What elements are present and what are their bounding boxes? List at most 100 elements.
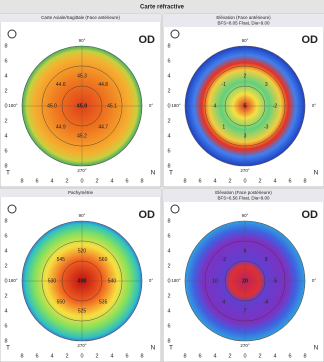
x-scale-label: 8 xyxy=(303,353,306,359)
y-scale-label: 2 xyxy=(167,118,170,124)
y-scale-label: 8 xyxy=(4,43,7,49)
x-scale-label: 4 xyxy=(50,353,53,359)
panel-subtitle: BFS=8.05 Float, Dia=9.00 xyxy=(217,21,270,26)
panel-title: Elévation (Face antérieure) xyxy=(216,15,271,20)
angle-label: 0° xyxy=(149,103,154,108)
y-scale-label: 0 xyxy=(167,103,170,109)
map-value: 44.6 xyxy=(56,82,66,88)
angle-label: 90° xyxy=(79,38,86,43)
angle-label: 180° xyxy=(8,103,18,108)
x-scale-label: 4 xyxy=(50,178,53,184)
x-scale-label: 6 xyxy=(288,353,291,359)
x-scale-label: 8 xyxy=(303,178,306,184)
side-label: N xyxy=(314,345,319,352)
y-scale-label: 6 xyxy=(167,233,170,239)
x-scale-label: 6 xyxy=(125,353,128,359)
x-scale-label: 4 xyxy=(213,178,216,184)
center-value: 5 xyxy=(243,103,246,109)
side-label: T xyxy=(169,345,173,352)
panel-title: Carte Axiale/Sagittale (Face antérieure) xyxy=(41,15,120,20)
angle-label: 0° xyxy=(312,103,317,108)
map-value: -2 xyxy=(222,257,227,263)
eye-label: OD xyxy=(302,209,319,221)
map-value: 45.2 xyxy=(77,133,87,139)
x-scale-label: 8 xyxy=(20,178,23,184)
y-scale-label: 4 xyxy=(167,308,170,314)
panel-subtitle: BFS=6.56 Float, Dia=9.00 xyxy=(217,196,270,201)
x-scale-label: 8 xyxy=(140,353,143,359)
y-scale-label: 4 xyxy=(4,73,7,79)
map-value: 45.1 xyxy=(107,103,117,109)
side-label: T xyxy=(6,345,10,352)
y-scale-label: 4 xyxy=(4,248,7,254)
y-scale-label: 6 xyxy=(4,58,7,64)
y-scale-label: 4 xyxy=(4,308,7,314)
x-scale-label: 0 xyxy=(243,353,246,359)
y-scale-label: 8 xyxy=(4,218,7,224)
side-label: N xyxy=(151,170,156,177)
y-scale-label: 6 xyxy=(4,323,7,329)
center-value: 20 xyxy=(242,278,248,284)
x-scale-label: 2 xyxy=(228,353,231,359)
side-label: N xyxy=(151,345,156,352)
x-scale-label: 8 xyxy=(20,353,23,359)
x-scale-label: 6 xyxy=(198,178,201,184)
angle-label: 270° xyxy=(240,168,250,173)
x-scale-label: 4 xyxy=(213,353,216,359)
map-value: 8 xyxy=(265,257,268,263)
map-value: -6 xyxy=(264,300,269,306)
map-value: 44.8 xyxy=(98,82,108,88)
y-scale-label: 8 xyxy=(4,163,7,169)
x-scale-label: 2 xyxy=(258,178,261,184)
x-scale-label: 8 xyxy=(140,178,143,184)
angle-label: 270° xyxy=(240,343,250,348)
y-scale-label: 0 xyxy=(4,278,7,284)
map-value: 545 xyxy=(57,257,66,263)
map-value: 525 xyxy=(78,308,87,314)
x-scale-label: 8 xyxy=(183,178,186,184)
map-value: 3 xyxy=(244,133,247,139)
x-scale-label: 4 xyxy=(110,353,113,359)
eye-label: OD xyxy=(302,34,319,46)
map-value: 10 xyxy=(212,278,218,284)
map-value: 540 xyxy=(108,278,117,284)
y-scale-label: 8 xyxy=(4,338,7,344)
y-scale-label: 2 xyxy=(4,118,7,124)
y-scale-label: 8 xyxy=(167,43,170,49)
angle-label: 0° xyxy=(149,278,154,283)
map-value: 44.7 xyxy=(98,125,108,131)
y-scale-label: 2 xyxy=(4,293,7,299)
x-scale-label: 2 xyxy=(95,178,98,184)
map-value: 44.9 xyxy=(56,125,66,131)
y-scale-label: 8 xyxy=(167,163,170,169)
map-value: 7 xyxy=(244,308,247,314)
map-value: -1 xyxy=(222,82,227,88)
map-value: 45.0 xyxy=(47,103,57,109)
x-scale-label: 6 xyxy=(125,178,128,184)
y-scale-label: 6 xyxy=(4,148,7,154)
center-value: 488 xyxy=(77,278,86,284)
angle-label: 90° xyxy=(242,213,249,218)
map-value: -3 xyxy=(264,125,269,131)
y-scale-label: 0 xyxy=(4,103,7,109)
map-value: 560 xyxy=(99,257,108,263)
x-scale-label: 0 xyxy=(243,178,246,184)
x-scale-label: 2 xyxy=(228,178,231,184)
x-scale-label: 0 xyxy=(80,178,83,184)
eye-label: OD xyxy=(139,209,156,221)
y-scale-label: 4 xyxy=(167,133,170,139)
x-scale-label: 6 xyxy=(198,353,201,359)
x-scale-label: 2 xyxy=(258,353,261,359)
x-scale-label: 4 xyxy=(273,353,276,359)
x-scale-label: 6 xyxy=(288,178,291,184)
y-scale-label: 6 xyxy=(167,323,170,329)
side-label: T xyxy=(169,170,173,177)
map-value: 535 xyxy=(99,300,108,306)
center-value: 45.0 xyxy=(77,103,88,109)
y-scale-label: 4 xyxy=(167,73,170,79)
side-label: N xyxy=(314,170,319,177)
map-value: -2 xyxy=(273,103,278,109)
x-scale-label: 2 xyxy=(95,353,98,359)
map-value: 45.3 xyxy=(77,73,87,79)
map-value: 2 xyxy=(244,73,247,79)
